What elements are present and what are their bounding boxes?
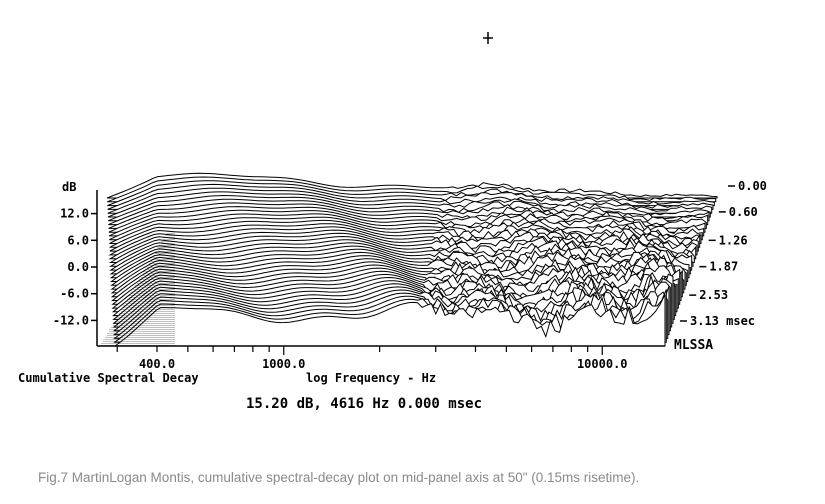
y-axis-ticks: 12.0 6.0 0.0 -6.0 -12.0 <box>53 207 97 327</box>
y-tick-label: 0.0 <box>67 260 89 274</box>
x-tick-label: 10000.0 <box>577 357 628 371</box>
time-tick-label: 0.00 <box>738 179 767 193</box>
x-tick-label: 400.0 <box>139 357 175 371</box>
time-tick-label: 1.87 <box>709 260 738 274</box>
time-tick-label: 0.60 <box>729 205 758 219</box>
x-axis-ticks: 400.0 1000.0 10000.0 <box>116 346 628 371</box>
baseline-hatch <box>101 230 175 346</box>
x-label-right: log Frequency - Hz <box>306 371 436 385</box>
cursor-marker <box>483 32 493 44</box>
y-unit-label: dB <box>62 180 76 194</box>
time-tick-label: 3.13 msec <box>690 314 755 328</box>
x-tick-label: 1000.0 <box>262 357 305 371</box>
y-tick-label: 12.0 <box>60 207 89 221</box>
brand-label: MLSSA <box>674 338 713 353</box>
cursor-readout: 15.20 dB, 4616 Hz 0.000 msec <box>246 396 483 412</box>
time-tick-label: 1.26 <box>719 233 748 247</box>
figure-caption: Fig.7 MartinLogan Montis, cumulative spe… <box>38 470 640 485</box>
time-tick-label: 2.53 <box>699 288 728 302</box>
decay-slice <box>113 294 666 347</box>
y-tick-label: -6.0 <box>60 287 89 301</box>
x-label-left: Cumulative Spectral Decay <box>18 371 199 385</box>
y-tick-label: 6.0 <box>67 233 89 247</box>
time-axis-ticks: 0.00 0.60 1.26 1.87 2.53 3.13 msec <box>680 179 767 328</box>
decay-slices <box>106 172 718 347</box>
y-tick-label: -12.0 <box>53 313 89 327</box>
